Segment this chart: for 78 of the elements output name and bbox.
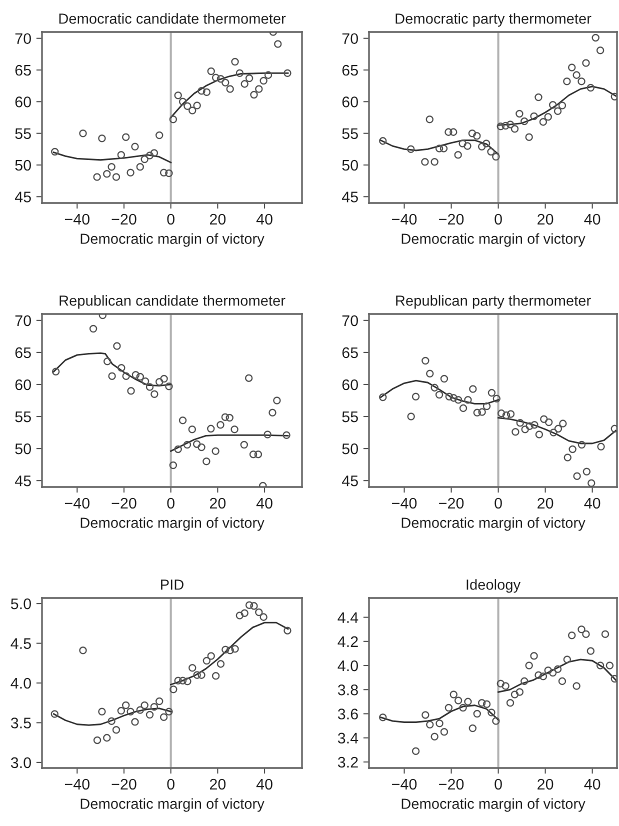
x-tick-label: −40: [392, 498, 417, 509]
y-tick-label: 60: [342, 96, 358, 108]
x-tick-label: −20: [439, 498, 464, 509]
y-tick-label: 60: [342, 379, 358, 390]
y-tick-label: 60: [15, 379, 31, 390]
y-tick-label: 4.5: [10, 638, 31, 649]
x-tick-label: 20: [538, 214, 554, 225]
chart-title: PID: [161, 580, 184, 590]
y-tick-label: 65: [342, 347, 358, 358]
x-tick-label: −40: [392, 214, 417, 225]
y-tick-label: 55: [15, 412, 31, 422]
x-axis-title: Democratic margin of victory: [402, 798, 586, 812]
y-tick-label: 50: [15, 443, 31, 454]
y-tick-label: 55: [342, 412, 358, 422]
x-tick-label: 40: [584, 778, 600, 790]
x-axis-title: Democratic margin of victory: [402, 233, 586, 247]
x-tick-label: 0: [494, 214, 502, 225]
y-tick-label: 50: [15, 160, 31, 171]
x-tick-label: 20: [538, 778, 554, 790]
x-axis-title: Democratic margin of victory: [80, 517, 264, 531]
y-tick-label: 70: [15, 315, 31, 326]
y-tick-label: 65: [342, 64, 358, 76]
x-tick-label: −20: [112, 498, 136, 509]
x-tick-label: −40: [64, 498, 90, 509]
x-tick-label: 40: [256, 214, 272, 225]
y-tick-label: 55: [342, 128, 358, 140]
y-tick-label: 45: [14, 192, 31, 202]
y-tick-label: 45: [342, 476, 358, 486]
y-tick-label: 70: [342, 315, 358, 326]
y-tick-label: 4.4: [338, 612, 358, 623]
x-tick-label: −40: [64, 214, 90, 225]
y-tick-label: 45: [14, 476, 31, 486]
y-tick-label: 4.0: [10, 678, 31, 689]
x-tick-label: −40: [392, 778, 417, 790]
y-tick-label: 50: [342, 160, 358, 171]
y-tick-label: 4.0: [338, 660, 358, 672]
y-tick-label: 55: [15, 128, 31, 140]
x-tick-label: 20: [538, 498, 554, 509]
x-axis-title: Democratic margin of victory: [80, 233, 264, 247]
y-tick-label: 3.0: [10, 757, 31, 768]
y-tick-label: 50: [342, 443, 358, 454]
y-tick-label: 3.5: [10, 718, 31, 728]
x-tick-label: 0: [494, 498, 502, 509]
y-tick-label: 5.0: [10, 598, 31, 610]
x-tick-label: −20: [439, 778, 464, 790]
x-tick-label: 20: [210, 498, 226, 509]
chart-title: Democratic party thermometer: [396, 13, 592, 27]
x-tick-label: −20: [112, 778, 136, 790]
x-tick-label: 20: [210, 778, 226, 790]
x-tick-label: 40: [584, 498, 600, 509]
chart-title: Ideology: [466, 579, 521, 593]
y-tick-label: 60: [15, 96, 31, 108]
chart-title: Democratic candidate thermometer: [59, 13, 286, 24]
x-tick-label: 0: [167, 498, 174, 509]
x-tick-label: 20: [210, 214, 226, 225]
x-tick-label: 0: [167, 214, 174, 225]
y-tick-label: 3.8: [338, 684, 358, 696]
x-tick-label: 40: [256, 498, 272, 509]
y-tick-label: 4.2: [338, 636, 358, 647]
y-tick-label: 65: [15, 347, 31, 358]
x-tick-label: 40: [256, 778, 272, 790]
x-axis-title: Democratic margin of victory: [402, 517, 586, 531]
y-tick-label: 65: [15, 64, 31, 76]
chart-title: Republican party thermometer: [396, 295, 591, 309]
chart-title: Republican candidate thermometer: [60, 295, 286, 309]
y-tick-label: 3.4: [338, 732, 358, 744]
y-tick-label: 70: [342, 33, 358, 44]
x-tick-label: 0: [167, 778, 174, 790]
y-tick-label: 45: [342, 192, 358, 202]
x-tick-label: −20: [112, 214, 136, 225]
y-tick-label: 3.6: [338, 708, 358, 720]
y-tick-label: 3.2: [338, 756, 358, 768]
x-tick-label: −40: [64, 778, 90, 790]
x-tick-label: −20: [439, 214, 464, 225]
x-axis-title: Democratic margin of victory: [80, 798, 264, 812]
x-tick-label: 0: [494, 778, 502, 790]
y-tick-label: 70: [15, 33, 31, 44]
x-tick-label: 40: [584, 214, 600, 225]
